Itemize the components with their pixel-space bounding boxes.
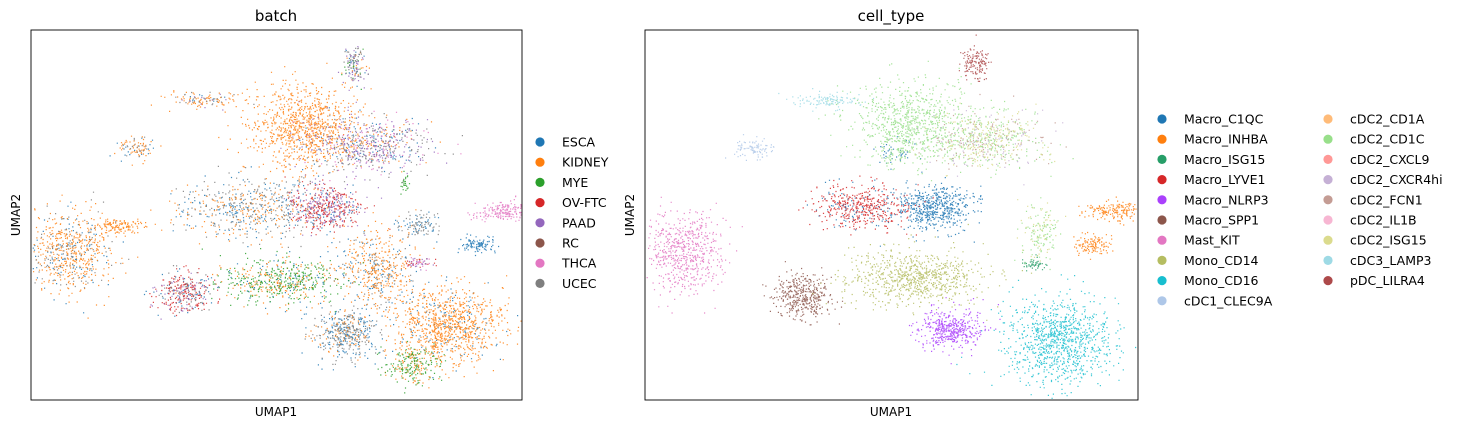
cell-type-legend-label-mast-kit: Mast_KIT bbox=[1184, 233, 1240, 248]
cell-type-legend-marker-mono-cd14 bbox=[1157, 255, 1167, 265]
batch-legend-label-paad: PAAD bbox=[562, 215, 596, 230]
cell-type-legend-marker-cdc2-cd1a bbox=[1323, 114, 1333, 124]
cell-type-points-cdc2-cd1c bbox=[818, 60, 1074, 271]
batch-legend-label-thca: THCA bbox=[561, 256, 597, 271]
batch-points-ov-ftc bbox=[149, 176, 437, 317]
cell-type-legend-label-cdc3-lamp3: cDC3_LAMP3 bbox=[1350, 253, 1432, 268]
batch-legend-marker-paad bbox=[535, 218, 545, 228]
batch-ylabel: UMAP2 bbox=[9, 194, 23, 236]
cell-type-legend-label-macro-spp1: Macro_SPP1 bbox=[1184, 213, 1259, 228]
cell-type-points-pdc-lilra4 bbox=[958, 34, 992, 82]
cell-type-legend-label-cdc2-cxcl9: cDC2_CXCL9 bbox=[1350, 152, 1430, 167]
cell-type-legend-label-macro-nlrp3: Macro_NLRP3 bbox=[1184, 192, 1269, 207]
cell-type-legend-marker-cdc2-cxcl9 bbox=[1323, 154, 1333, 164]
cell-type-legend-label-mono-cd16: Mono_CD16 bbox=[1184, 273, 1259, 288]
batch-points-ucec bbox=[34, 47, 463, 365]
cell-type-legend-label-macro-c1qc: Macro_C1QC bbox=[1184, 112, 1264, 127]
cell-type-legend-label-mono-cd14: Mono_CD14 bbox=[1184, 253, 1259, 268]
cell-type-legend-marker-macro-isg15 bbox=[1157, 154, 1167, 164]
batch-plot-frame bbox=[30, 29, 523, 401]
batch-legend-marker-rc bbox=[535, 238, 545, 248]
batch-legend-marker-ov-ftc bbox=[535, 198, 545, 208]
cell-type-legend-marker-cdc2-isg15 bbox=[1323, 235, 1333, 245]
cell-type-points-mono-cd14 bbox=[812, 223, 1033, 321]
cell-type-points-macro-inhba bbox=[1073, 196, 1137, 260]
cell-type-legend-marker-pdc-lilra4 bbox=[1323, 276, 1333, 286]
batch-legend-marker-kidney bbox=[535, 157, 545, 167]
batch-legend-marker-ucec bbox=[535, 278, 545, 288]
cell-type-legend-label-cdc2-il1b: cDC2_IL1B bbox=[1350, 213, 1417, 228]
batch-legend-label-esca: ESCA bbox=[562, 135, 596, 150]
batch-panel: batch UMAP1 UMAP2 ESCA KIDNEY MYE OV-FTC PAA… bbox=[9, 7, 609, 419]
cell-type-legend-label-cdc1-clec9a: cDC1_CLEC9A bbox=[1184, 293, 1273, 308]
batch-points-kidney bbox=[33, 52, 522, 389]
batch-legend-label-mye: MYE bbox=[562, 175, 588, 190]
cell-type-title: cell_type bbox=[858, 7, 925, 26]
cell-type-legend-marker-cdc2-il1b bbox=[1323, 215, 1333, 225]
cell-type-legend-marker-macro-c1qc bbox=[1157, 114, 1167, 124]
cell-type-legend-label-macro-lyve1: Macro_LYVE1 bbox=[1184, 172, 1265, 187]
cell-type-legend-marker-cdc1-clec9a bbox=[1157, 296, 1167, 306]
cell-type-legend-marker-macro-inhba bbox=[1157, 134, 1167, 144]
cell-type-points-mast-kit bbox=[646, 196, 743, 314]
cell-type-points-cdc3-lamp3 bbox=[778, 88, 875, 112]
cell-type-legend-label-cdc2-cxcr4hi: cDC2_CXCR4hi bbox=[1350, 172, 1443, 187]
cell-type-points-macro-c1qc bbox=[806, 136, 983, 247]
cell-type-points bbox=[646, 34, 1137, 399]
cell-type-legend-marker-macro-nlrp3 bbox=[1157, 195, 1167, 205]
cell-type-points-cdc1-clec9a bbox=[725, 134, 775, 161]
batch-legend-marker-mye bbox=[535, 177, 545, 187]
cell-type-points-cdc2-cxcr4hi bbox=[889, 109, 1064, 186]
cell-type-legend-label-cdc2-cd1a: cDC2_CD1A bbox=[1350, 112, 1425, 127]
cell-type-points-macro-spp1 bbox=[762, 261, 844, 326]
batch-points-thca bbox=[292, 110, 522, 271]
cell-type-points-mono-cd16 bbox=[956, 274, 1137, 399]
cell-type-legend-label-cdc2-fcn1: cDC2_FCN1 bbox=[1350, 192, 1423, 207]
batch-legend-label-ucec: UCEC bbox=[562, 276, 597, 291]
cell-type-legend-marker-mast-kit bbox=[1157, 235, 1167, 245]
cell-type-legend-marker-cdc2-cd1c bbox=[1323, 134, 1333, 144]
cell-type-legend-marker-mono-cd16 bbox=[1157, 276, 1167, 286]
batch-legend-label-kidney: KIDNEY bbox=[562, 155, 609, 170]
cell-type-legend-label-macro-isg15: Macro_ISG15 bbox=[1184, 152, 1265, 167]
cell-type-legend: Macro_C1QC Macro_INHBA Macro_ISG15 Macro_LY… bbox=[1157, 112, 1443, 308]
batch-points-mye bbox=[201, 48, 447, 394]
cell-type-legend-label-macro-inhba: Macro_INHBA bbox=[1184, 132, 1268, 147]
cell-type-legend-label-cdc2-isg15: cDC2_ISG15 bbox=[1350, 233, 1427, 248]
batch-legend: ESCA KIDNEY MYE OV-FTC PAAD RC THCA UCEC bbox=[535, 135, 609, 291]
batch-legend-label-rc: RC bbox=[562, 236, 579, 251]
batch-title: batch bbox=[255, 7, 297, 25]
cell-type-ylabel: UMAP2 bbox=[623, 194, 637, 236]
batch-points bbox=[32, 46, 522, 394]
batch-points-paad bbox=[150, 46, 448, 320]
batch-legend-marker-esca bbox=[535, 137, 545, 147]
cell-type-legend-label-cdc2-cd1c: cDC2_CD1C bbox=[1350, 132, 1425, 147]
batch-legend-label-ov-ftc: OV-FTC bbox=[562, 195, 607, 210]
cell-type-points-macro-nlrp3 bbox=[908, 297, 1001, 365]
cell-type-points-cdc2-isg15 bbox=[912, 102, 1067, 262]
cell-type-points-cdc2-fcn1 bbox=[918, 93, 1067, 170]
cell-type-legend-marker-cdc3-lamp3 bbox=[1323, 255, 1333, 265]
cell-type-xlabel: UMAP1 bbox=[870, 405, 912, 419]
batch-xlabel: UMAP1 bbox=[255, 405, 297, 419]
cell-type-legend-marker-cdc2-fcn1 bbox=[1323, 195, 1333, 205]
cell-type-legend-marker-macro-lyve1 bbox=[1157, 175, 1167, 185]
cell-type-legend-marker-macro-spp1 bbox=[1157, 215, 1167, 225]
cell-type-legend-marker-cdc2-cxcr4hi bbox=[1323, 175, 1333, 185]
cell-type-legend-label-pdc-lilra4: pDC_LILRA4 bbox=[1350, 273, 1425, 288]
cell-type-plot-frame bbox=[644, 29, 1139, 401]
cell-type-points-macro-lyve1 bbox=[798, 175, 934, 236]
batch-legend-marker-thca bbox=[535, 258, 545, 268]
cell-type-panel: cell_type UMAP1 UMAP2 Macro_C1QC Macro_IN… bbox=[623, 7, 1443, 419]
